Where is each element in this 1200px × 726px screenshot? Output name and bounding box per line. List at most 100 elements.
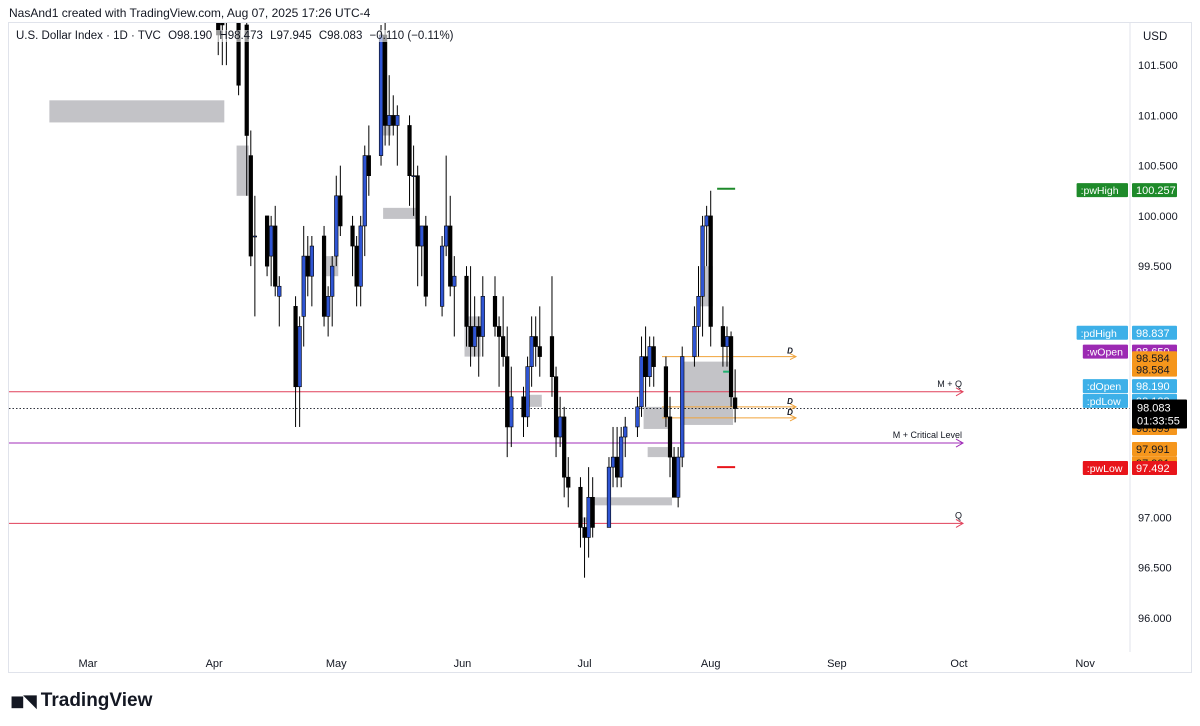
supply-demand-zone <box>383 120 392 136</box>
y-tick-label: 100.000 <box>1138 211 1178 223</box>
d-line-label: D <box>787 397 793 406</box>
candle-body <box>533 336 538 347</box>
candle-body <box>651 346 656 367</box>
price-tag-value: 97.492 <box>1136 463 1170 475</box>
candle-body <box>411 175 416 177</box>
candle-body <box>635 406 640 428</box>
candle-body <box>733 397 738 409</box>
price-tag-name-box <box>1082 344 1128 359</box>
candle-body <box>663 366 669 418</box>
bar-countdown: 01:33:55 <box>1137 416 1180 428</box>
x-tick-label: Oct <box>950 658 967 670</box>
x-tick-label: Aug <box>701 658 721 670</box>
price-tag-name-box <box>1082 460 1128 475</box>
candle-body <box>708 215 713 327</box>
price-tag-name: :pwLow <box>1087 463 1123 475</box>
level-arrow-icon <box>955 387 965 397</box>
candle-body <box>521 396 526 418</box>
candle-body <box>366 155 371 177</box>
candle-body <box>330 265 335 297</box>
y-tick-label: 100.500 <box>1138 161 1178 173</box>
candle-body <box>700 225 705 297</box>
price-tag-value: 98.584 <box>1136 365 1170 377</box>
level-label: Q <box>955 510 962 520</box>
candle-body <box>728 336 734 398</box>
candle-body <box>558 416 563 438</box>
y-tick-label: 96.500 <box>1138 563 1172 575</box>
price-tag-value: 100.257 <box>1136 185 1176 197</box>
level-label: M + Q <box>937 379 962 389</box>
x-tick-label: Jul <box>578 658 592 670</box>
candle-body <box>444 225 449 247</box>
candle-body <box>448 225 453 287</box>
candle-body <box>704 215 709 227</box>
candle-body <box>358 225 363 287</box>
candle-body <box>468 326 473 347</box>
candle-body <box>252 235 257 238</box>
price-tag-name-box <box>1076 325 1128 340</box>
supply-demand-zone <box>586 497 673 506</box>
legend-open: O98.190 <box>168 30 213 42</box>
level-arrow-icon <box>955 518 965 528</box>
y-tick-label: 99.500 <box>1138 261 1172 273</box>
current-price-tag <box>1132 399 1187 429</box>
candle-body <box>305 255 310 277</box>
y-tick-label: 97.000 <box>1138 512 1172 524</box>
candle-body <box>264 215 270 267</box>
current-price-value: 98.083 <box>1137 403 1171 415</box>
candle-body <box>354 245 359 287</box>
candle-body <box>647 346 652 377</box>
candle-body <box>643 356 648 378</box>
supply-demand-zone <box>643 406 668 429</box>
candle-body <box>590 496 595 528</box>
candle-body <box>623 426 628 438</box>
candle-body <box>419 225 424 247</box>
price-tag-value: 98.584 <box>1136 353 1170 365</box>
candle-body <box>391 115 396 126</box>
candle-body <box>509 396 514 428</box>
legend-close: C98.083 <box>318 30 363 42</box>
x-tick-label: Sep <box>827 658 847 670</box>
tradingview-logo[interactable]: ◼◥ TradingView <box>10 690 152 712</box>
candle-body <box>696 295 701 327</box>
y-tick-label: 96.000 <box>1138 613 1172 625</box>
supply-demand-zone <box>236 145 249 196</box>
candle-body <box>309 245 314 277</box>
candle-body <box>439 245 445 307</box>
candle-body <box>578 486 583 528</box>
candle-body <box>452 275 457 287</box>
candle-body <box>378 34 384 156</box>
price-tag-name: :wOpen <box>1087 347 1123 359</box>
price-tag <box>1132 362 1177 377</box>
candle-body <box>273 225 278 287</box>
price-tag-name: :pdLow <box>1087 396 1121 408</box>
currency-label[interactable]: USD <box>1143 31 1168 43</box>
candle-body <box>501 336 506 357</box>
candle-body <box>293 306 298 388</box>
candle-body <box>338 195 343 227</box>
x-tick-label: Apr <box>206 658 223 670</box>
candle-body <box>301 255 306 317</box>
price-tag <box>1132 351 1177 366</box>
candle-body <box>537 346 542 357</box>
candle-body <box>492 295 498 327</box>
price-tag-name-box <box>1076 183 1128 198</box>
y-tick-label: 101.000 <box>1138 110 1178 122</box>
price-tag <box>1132 442 1177 457</box>
y-tick-label: 101.500 <box>1138 60 1178 72</box>
candle-body <box>724 336 730 347</box>
d-line-arrow-icon <box>789 414 798 422</box>
tradingview-mark-icon: ◼◥ <box>10 690 37 711</box>
candle-body <box>387 115 392 126</box>
candle-body <box>326 295 331 317</box>
candle-body <box>562 416 567 478</box>
price-tag <box>1132 379 1177 394</box>
brand-name: TradingView <box>40 690 153 711</box>
candle-body <box>244 24 249 136</box>
candle-body <box>472 326 477 347</box>
candle-body <box>676 456 681 498</box>
x-tick-label: Jun <box>454 658 472 670</box>
candle-body <box>680 356 685 458</box>
candle-body <box>496 326 502 337</box>
